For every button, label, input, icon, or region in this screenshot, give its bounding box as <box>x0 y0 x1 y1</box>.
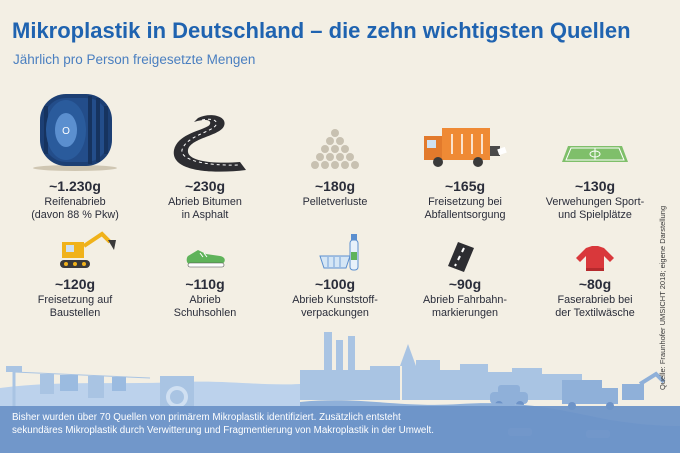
item-label-line-2: und Spielplätze <box>558 209 632 221</box>
sweater-icon <box>530 228 660 281</box>
factory-icon <box>300 332 370 400</box>
item-value: ~120g <box>54 276 96 292</box>
packaging-icon <box>270 228 400 281</box>
source-item-tire: O ~1.230g Reifenabrieb (davon 88 % Pkw) <box>10 88 140 228</box>
item-label-line-1: Reifenabrieb <box>44 196 106 208</box>
footer-line-2: sekundäres Mikroplastik durch Verwitteru… <box>12 425 434 436</box>
tire-icon: O <box>10 88 140 179</box>
source-item-road: ~230g Abrieb Bitumen in Asphalt <box>140 88 270 228</box>
item-label-line-1: Verwehungen Sport- <box>545 196 645 208</box>
item-value: ~130g <box>574 178 616 194</box>
road-marking-icon <box>400 228 530 281</box>
pellets-icon <box>270 88 400 179</box>
item-value: ~80g <box>578 276 612 292</box>
item-label-line-2: verpackungen <box>301 307 369 319</box>
item-label-line-1: Freisetzung auf <box>37 294 113 306</box>
source-item-textile: ~80g Faserabrieb bei der Textilwäsche <box>530 228 660 328</box>
construction-machine-icon <box>622 371 666 400</box>
source-item-waste: ~165g Freisetzung bei Abfallentsorgung <box>400 88 530 228</box>
item-label-line-1: Abrieb <box>189 294 221 306</box>
item-value: ~165g <box>444 178 486 194</box>
item-label-line-2: (davon 88 % Pkw) <box>31 209 119 221</box>
item-label-line-2: in Asphalt <box>181 209 229 221</box>
footer-line-1: Bisher wurden über 70 Quellen von primär… <box>12 412 401 423</box>
item-label-line-1: Freisetzung bei <box>428 196 502 208</box>
item-value: ~230g <box>184 178 226 194</box>
skyline-illustration <box>0 332 680 453</box>
item-value: ~180g <box>314 178 356 194</box>
item-label-line-2: markierungen <box>431 307 498 319</box>
shoe-icon <box>140 228 270 281</box>
item-value: ~1.230g <box>49 178 101 194</box>
source-item-pellets: ~180g Pelletverluste <box>270 88 400 228</box>
item-label-line-1: Abrieb Fahrbahn- <box>422 294 508 306</box>
source-item-shoes: ~110g Abrieb Schuhsohlen <box>140 228 270 328</box>
page-title: Mikroplastik in Deutschland – die zehn w… <box>12 18 631 43</box>
truck-icon <box>562 380 618 410</box>
tire-letter: O <box>62 126 70 137</box>
town-icon <box>370 344 582 400</box>
page-subtitle: Jährlich pro Person freigesetzte Mengen <box>13 52 256 67</box>
source-item-packaging: ~100g Abrieb Kunststoff- verpackungen <box>270 228 400 328</box>
source-credit: Quelle: Fraunhofer UMSICHT 2018; eigene … <box>658 205 667 390</box>
laundry-line-icon <box>6 366 151 412</box>
item-label-line-2: Baustellen <box>49 307 101 319</box>
sports-field-icon <box>530 88 660 179</box>
item-value: ~110g <box>185 276 225 292</box>
source-item-markings: ~90g Abrieb Fahrbahn- markierungen <box>400 228 530 328</box>
item-label-line-1: Abrieb Kunststoff- <box>292 294 378 306</box>
item-value: ~90g <box>448 276 482 292</box>
road-icon <box>140 88 270 179</box>
item-label-line-2: Abfallentsorgung <box>424 209 506 221</box>
item-label-line-2: Schuhsohlen <box>173 307 237 319</box>
source-item-sports: ~130g Verwehungen Sport- und Spielplätze <box>530 88 660 228</box>
item-label-line-1: Faserabrieb bei <box>557 294 633 306</box>
item-label-line-1: Abrieb Bitumen <box>168 196 242 208</box>
footer-note: Bisher wurden über 70 Quellen von primär… <box>12 411 652 437</box>
source-item-construction: ~120g Freisetzung auf Baustellen <box>10 228 140 328</box>
item-value: ~100g <box>314 276 356 292</box>
garbage-truck-icon <box>400 88 530 179</box>
excavator-icon <box>10 228 140 281</box>
item-label-line-1: Pelletverluste <box>302 196 368 208</box>
item-label-line-2: der Textilwäsche <box>555 307 635 319</box>
